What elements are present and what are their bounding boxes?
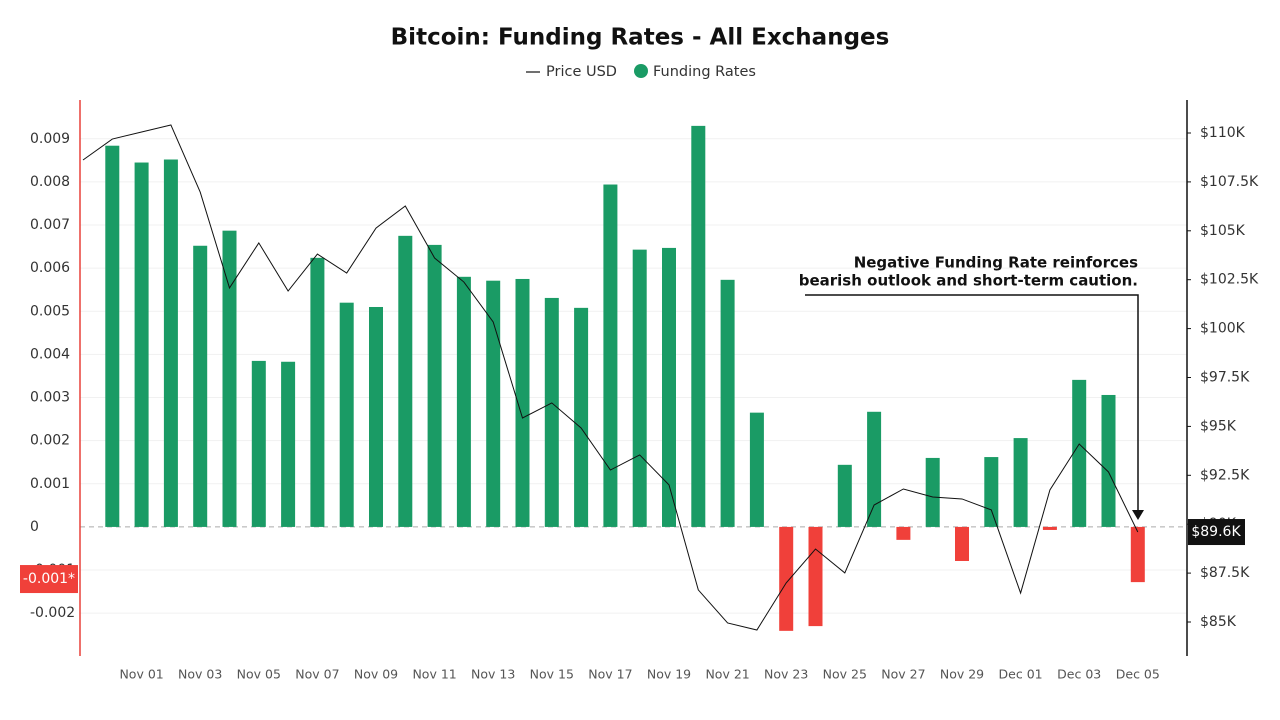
bar — [984, 457, 999, 527]
y2-tick-label: $92.5K — [1200, 467, 1250, 483]
bar — [222, 230, 237, 527]
bar — [1072, 379, 1087, 527]
y2-tick-label: $95K — [1200, 418, 1237, 434]
y-tick-label: 0.006 — [30, 260, 70, 276]
marks — [82, 124, 1145, 631]
annotation-text: bearish outlook and short-term caution. — [799, 272, 1138, 290]
legend-label: Price USD — [546, 64, 617, 80]
y-tick-label: 0.004 — [30, 346, 70, 362]
x-tick-label: Nov 25 — [823, 667, 867, 682]
y2-tick-label: $102.5K — [1200, 272, 1259, 288]
legend: Price USD Funding Rates — [526, 64, 756, 80]
x-tick-label: Dec 03 — [1057, 667, 1101, 682]
bar — [632, 249, 647, 527]
bar — [603, 184, 618, 527]
x-tick-label: Nov 01 — [119, 667, 163, 682]
bar — [955, 526, 969, 561]
annotation-text: Negative Funding Rate reinforces — [854, 254, 1138, 272]
legend-dot — [634, 64, 648, 78]
price-marker-label: $89.6K — [1191, 524, 1241, 540]
bar — [837, 464, 852, 527]
bar — [251, 360, 266, 527]
bar — [808, 526, 823, 627]
bar — [1013, 438, 1028, 527]
bar — [193, 245, 208, 527]
y-tick-label: 0.003 — [30, 390, 70, 406]
bar — [544, 297, 559, 527]
bar — [134, 162, 149, 527]
legend-label: Funding Rates — [653, 64, 756, 80]
bar — [105, 145, 120, 527]
y2-tick-label: $105K — [1200, 223, 1246, 239]
x-tick-label: Nov 17 — [588, 667, 632, 682]
bar — [574, 307, 589, 527]
x-tick-label: Nov 11 — [412, 667, 456, 682]
y-tick-label: 0.005 — [30, 303, 70, 319]
y-tick-label: 0.002 — [30, 433, 70, 449]
bar — [427, 244, 442, 527]
bar — [896, 526, 911, 540]
y-tick-label: 0.009 — [30, 131, 70, 147]
arrow-head — [1132, 510, 1144, 520]
x-tick-label: Nov 15 — [530, 667, 574, 682]
bar — [310, 257, 325, 527]
bar — [925, 457, 940, 527]
y2-tick-label: $97.5K — [1200, 370, 1250, 386]
bar — [369, 306, 383, 527]
x-tick-label: Dec 01 — [999, 667, 1043, 682]
annotation-arrow — [805, 294, 1139, 512]
cursor-marker-label: -0.001* — [23, 571, 75, 587]
x-tick-label: Nov 13 — [471, 667, 515, 682]
x-tick-label: Nov 21 — [705, 667, 749, 682]
bar — [691, 125, 706, 527]
cursor-marker-box — [20, 565, 78, 594]
bar — [1042, 526, 1057, 530]
bar — [339, 302, 354, 527]
y2-tick-label: $107.5K — [1200, 174, 1259, 190]
bar — [486, 280, 501, 527]
bar — [163, 159, 178, 527]
y2-tick-label: $85K — [1200, 614, 1237, 630]
bar — [456, 276, 471, 527]
price-marker-box — [1188, 519, 1245, 546]
bar — [662, 247, 676, 527]
bar — [398, 235, 413, 527]
y2-tick-label: $100K — [1200, 321, 1246, 337]
y-tick-label: -0.002 — [30, 605, 75, 621]
bar — [1101, 394, 1116, 527]
x-tick-label: Nov 09 — [354, 667, 398, 682]
y-tick-label: 0.001 — [30, 476, 70, 492]
price-line — [82, 124, 1139, 631]
y2-tick-label: $110K — [1200, 125, 1246, 141]
x-tick-label: Nov 03 — [178, 667, 222, 682]
bar — [749, 412, 764, 527]
x-tick-label: Nov 05 — [237, 667, 281, 682]
annotation: Negative Funding Rate reinforces bearish… — [799, 254, 1144, 520]
bar — [867, 411, 882, 527]
x-tick-label: Dec 05 — [1116, 667, 1160, 682]
x-tick-label: Nov 07 — [295, 667, 339, 682]
x-tick-label: Nov 23 — [764, 667, 808, 682]
y-tick-label: 0 — [30, 519, 39, 535]
y2-tick-label: $87.5K — [1200, 565, 1250, 581]
y-tick-label: 0.007 — [30, 217, 70, 233]
bar — [1130, 526, 1145, 583]
y-tick-label: 0.008 — [30, 174, 70, 190]
bar — [281, 361, 296, 527]
bar — [515, 278, 530, 527]
bar — [720, 279, 735, 527]
bar — [779, 526, 794, 631]
x-tick-label: Nov 19 — [647, 667, 691, 682]
x-tick-label: Nov 29 — [940, 667, 984, 682]
x-tick-label: Nov 27 — [881, 667, 925, 682]
chart-title: Bitcoin: Funding Rates - All Exchanges — [391, 25, 890, 51]
